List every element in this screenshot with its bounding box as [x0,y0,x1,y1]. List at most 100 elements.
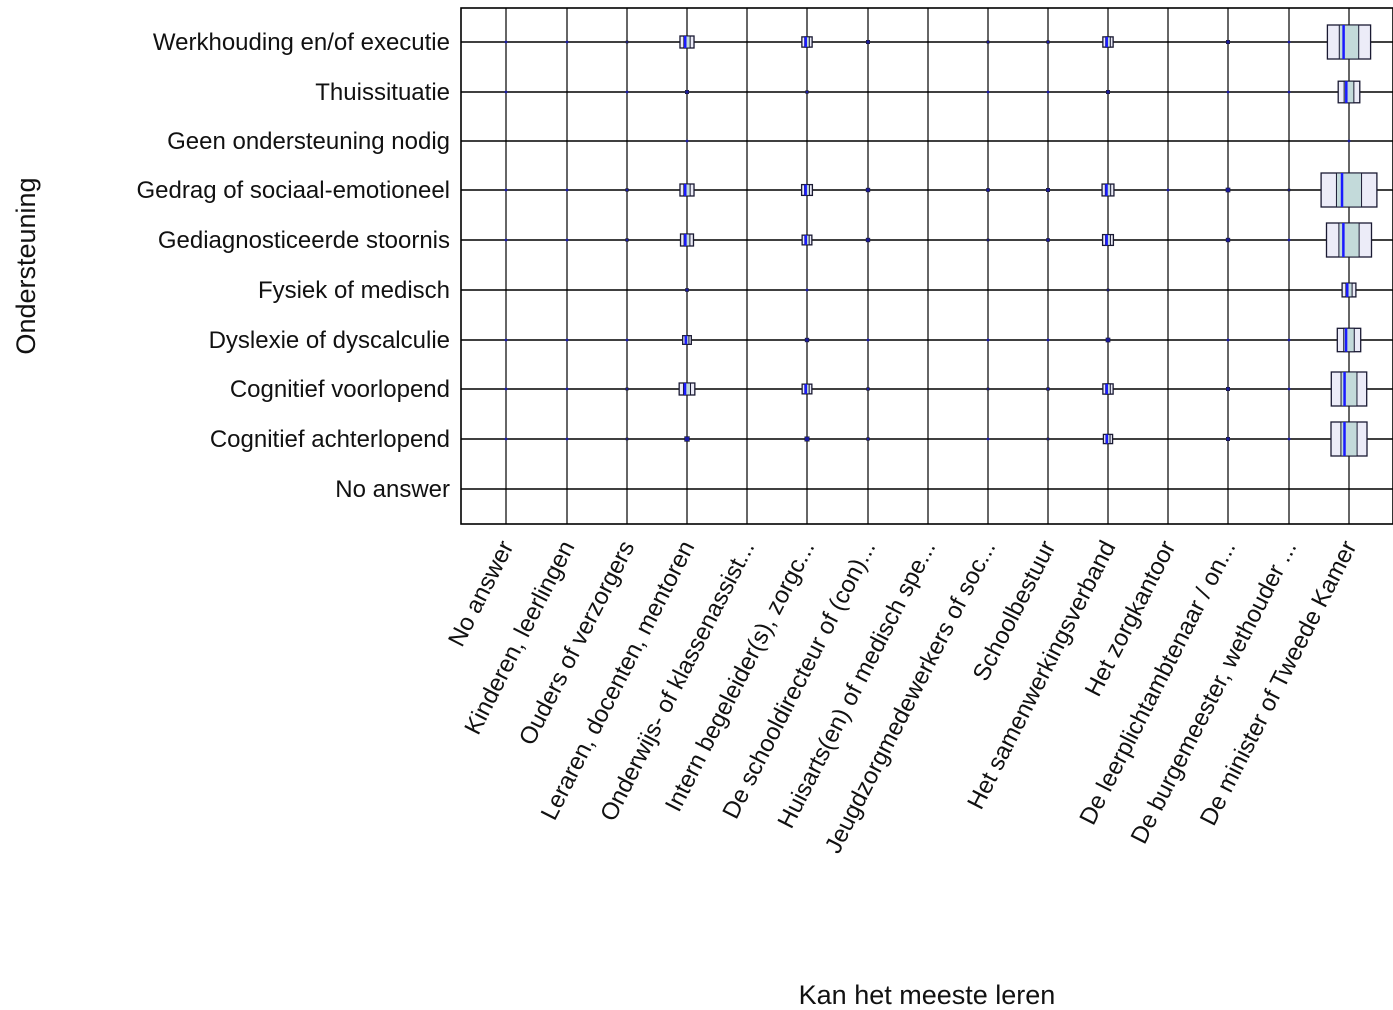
y-tick-label: Geen ondersteuning nodig [167,128,450,155]
cell-inner-box [1335,172,1363,208]
cell-inner-box [683,233,691,247]
cell-mark [1320,172,1378,208]
cell-mark [504,40,508,44]
y-tick-label: Fysiek of medisch [258,277,450,304]
cell-mark [1046,188,1051,193]
cell-mark [625,338,629,342]
cell-mark [679,183,695,197]
cell-mark [1046,238,1050,242]
cell-mark [1287,437,1291,441]
cell-mark [1287,40,1291,44]
cell-mark [986,40,990,44]
cell-mark [805,90,809,94]
cell-mark [986,387,990,391]
cell-mark [565,188,569,192]
cell-mark [504,437,508,441]
cell-mark [1101,233,1115,247]
cell-mark [1226,39,1231,44]
cell-mark [1226,386,1231,391]
cell-mark [625,238,629,242]
cell-mark [1287,338,1291,342]
cell-mark [565,338,569,342]
cell-mark [986,188,990,192]
y-tick-label: Gediagnosticeerde stoornis [158,227,450,254]
cell-mark [1046,387,1050,391]
cell-mark [986,238,990,242]
cell-mark [1287,188,1291,192]
cell-mark [565,40,569,44]
cell-mark [565,238,569,242]
cell-mark [1326,24,1372,60]
cell-mark [504,338,508,342]
y-tick-label: Gedrag of sociaal-emotioneel [136,177,450,204]
cell-mark [1046,40,1050,44]
cell-inner-box [683,183,691,197]
cell-mark [1226,338,1230,342]
cell-inner-box [1345,282,1353,298]
cell-mark [625,437,629,441]
cell-mark [866,437,870,441]
cell-mark [1106,90,1111,95]
cell-mark [504,387,508,391]
cell-inner-box [1343,80,1355,104]
cell-mark [504,90,508,94]
cell-mark [625,90,629,94]
cell-mark [682,335,692,345]
cell-mark [865,237,871,243]
cell-mark [1287,387,1291,391]
cell-mark [1347,139,1351,143]
cell-mark [1337,80,1361,104]
cell-mark [1225,237,1231,243]
cell-inner-box [1338,24,1360,60]
cell-mark [1226,436,1231,441]
y-tick-label: Thuissituatie [315,79,450,106]
cell-mark [1225,187,1231,193]
cell-mark [1046,437,1050,441]
x-axis-title: Kan het meeste leren [799,980,1056,1010]
cell-mark [679,233,695,247]
cell-mark [679,35,695,49]
cell-mark [1102,433,1114,445]
cell-mark [866,387,870,391]
cell-mark [865,39,870,44]
y-tick-label: Dyslexie of dyscalculie [209,327,450,354]
cell-mark [805,288,809,292]
grid [460,7,1393,525]
cell-mark [565,437,569,441]
cell-mark [1325,222,1373,258]
cell-mark [1287,238,1291,242]
cell-mark [1106,288,1110,292]
cell-mark [1330,371,1368,407]
x-tick-label: Kinderen, leerlingen [459,536,580,738]
cell-mark [1102,36,1114,48]
y-tick-label: Cognitief voorlopend [230,376,450,403]
cell-mark [1336,327,1362,353]
cell-mark [804,436,810,442]
cell-mark [625,387,629,391]
cell-inner-box [682,382,692,396]
y-tick-label: Werkhouding en/of executie [153,29,450,56]
cell-mark [678,382,696,396]
cell-inner-box [1338,222,1360,258]
cell-inner-box [1343,327,1355,353]
cell-mark [685,288,689,292]
cell-mark [625,40,629,44]
cell-mark [1105,337,1111,343]
cell-mark [1102,383,1114,395]
cell-mark [1341,282,1357,298]
cell-mark [1166,188,1170,192]
cell-mark [1287,90,1291,94]
cell-mark [804,337,810,343]
cell-mark [801,234,813,246]
cell-mark [800,183,814,197]
cell-mark [504,188,508,192]
cell-mark [801,383,813,395]
plot-frame [460,7,1393,525]
cell-mark [1101,183,1115,197]
cell-mark [865,187,871,193]
cell-mark [1046,90,1050,94]
cell-mark [986,338,990,342]
y-tick-labels: Werkhouding en/of executie Thuissituatie G… [136,29,450,503]
